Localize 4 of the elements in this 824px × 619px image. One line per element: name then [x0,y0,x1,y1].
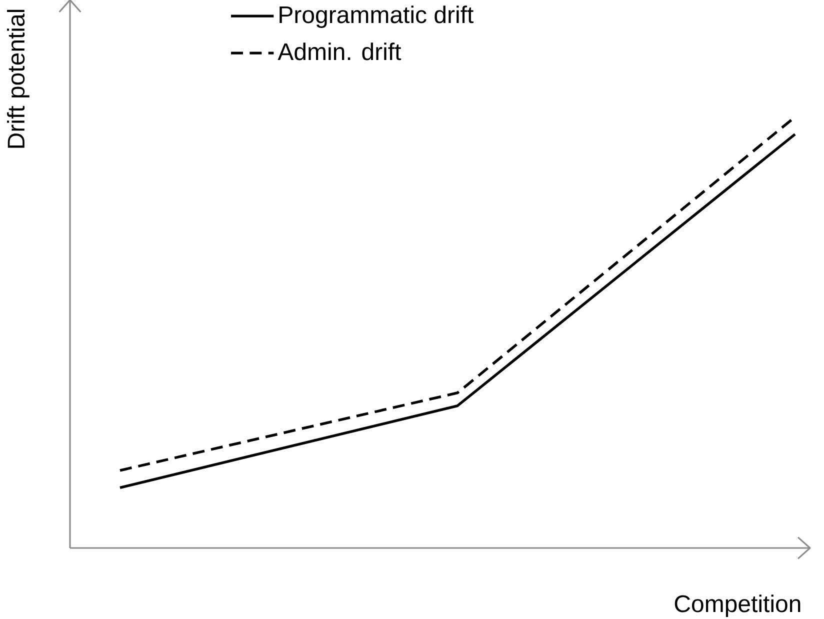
y-axis-title: Drift potential [7,10,30,148]
legend-label: Admin. drift [278,42,402,60]
legend-label: Programmatic drift [280,6,474,28]
x-axis-title: Competition [674,594,800,617]
